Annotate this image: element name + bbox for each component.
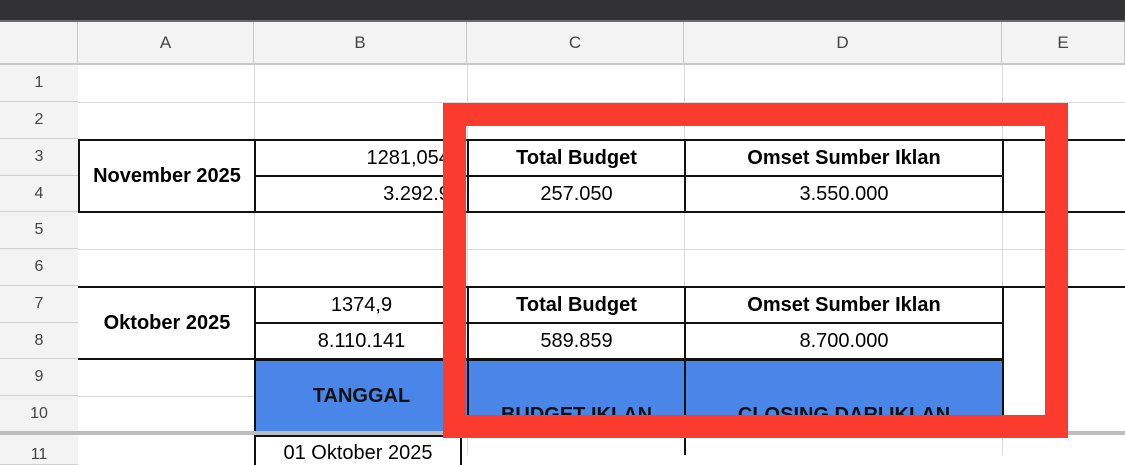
row-header-8[interactable]: 8 xyxy=(0,323,78,359)
cell-a3-november[interactable]: November 2025 xyxy=(78,139,256,213)
gridline xyxy=(254,65,255,455)
row-header-10[interactable]: 10 xyxy=(0,396,78,432)
border-line xyxy=(684,435,686,455)
gridline xyxy=(78,102,1125,103)
cell-b11[interactable]: 01 Oktober 2025 xyxy=(254,435,462,465)
row-header-3[interactable]: 3 xyxy=(0,139,78,176)
row-header-2[interactable]: 2 xyxy=(0,102,78,139)
gridline xyxy=(1002,65,1003,455)
row-header-4[interactable]: 4 xyxy=(0,176,78,212)
column-header-e[interactable]: E xyxy=(1002,22,1125,65)
cell-b3[interactable]: 1281,0542 xyxy=(254,139,469,177)
cell-b8[interactable]: 8.110.141 xyxy=(254,322,469,360)
row-header-9[interactable]: 9 xyxy=(0,359,78,396)
cell-b4[interactable]: 3.292.95 xyxy=(254,175,469,213)
window-top-bar xyxy=(0,0,1125,22)
cell-d4[interactable]: 3.550.000 xyxy=(684,175,1004,213)
row-header-7[interactable]: 7 xyxy=(0,286,78,323)
red-highlight-box xyxy=(443,103,1068,438)
cell-b7[interactable]: 1374,9 xyxy=(254,286,469,324)
row-header-1[interactable]: 1 xyxy=(0,65,78,102)
row-header-5[interactable]: 5 xyxy=(0,212,78,249)
gridline xyxy=(78,396,254,397)
row-header-11[interactable]: 11 xyxy=(0,435,78,465)
row-header-6[interactable]: 6 xyxy=(0,249,78,286)
column-header-d[interactable]: D xyxy=(684,22,1002,65)
column-header-a[interactable]: A xyxy=(78,22,254,65)
cell-a7-oktober[interactable]: Oktober 2025 xyxy=(78,286,256,360)
header-tanggal[interactable]: TANGGAL xyxy=(254,359,469,433)
column-header-b[interactable]: B xyxy=(254,22,467,65)
column-header-c[interactable]: C xyxy=(467,22,684,65)
gridline xyxy=(467,65,468,455)
gridline xyxy=(78,249,1125,250)
select-all-corner[interactable] xyxy=(0,22,78,65)
gridline xyxy=(684,65,685,455)
